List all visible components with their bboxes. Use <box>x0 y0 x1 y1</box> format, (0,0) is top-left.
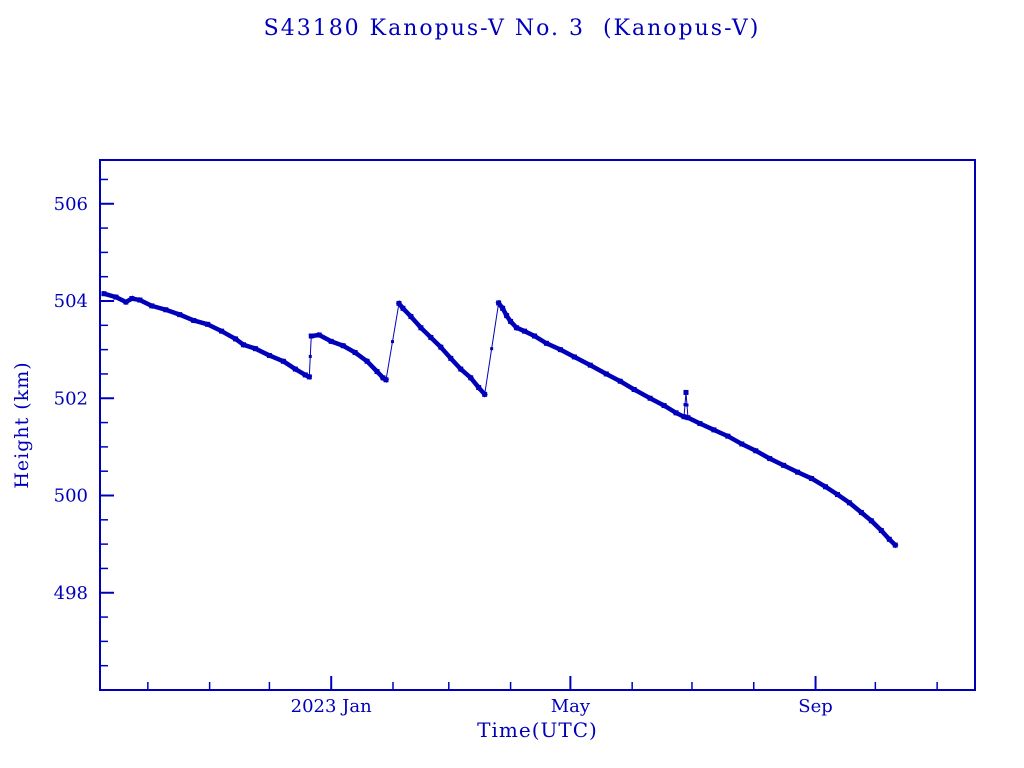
data-segment <box>587 362 610 377</box>
data-point-marker <box>725 433 731 439</box>
data-point-marker <box>408 314 414 320</box>
data-point-marker <box>458 366 464 372</box>
data-point-marker <box>123 299 129 305</box>
data-point-marker <box>241 342 247 348</box>
data-point-marker <box>302 372 308 378</box>
data-point-marker <box>697 421 703 427</box>
data-point-marker <box>753 448 759 454</box>
data-point-marker <box>490 347 494 351</box>
y-tick-label: 504 <box>54 291 88 312</box>
data-point-marker <box>448 355 454 361</box>
data-point-marker <box>587 362 593 368</box>
data-point-marker <box>316 332 322 338</box>
data-point-marker <box>504 313 510 319</box>
data-point-marker <box>476 385 482 391</box>
data-point-marker <box>514 325 520 331</box>
x-tick-label: 2023 Jan <box>291 696 372 717</box>
data-point-marker <box>364 358 370 364</box>
data-point-marker <box>508 318 514 324</box>
data-point-marker <box>219 328 225 334</box>
data-point-marker <box>137 297 143 303</box>
data-point-marker <box>571 354 577 360</box>
data-point-marker <box>809 475 815 481</box>
chart-title: S43180 Kanopus-V No. 3 (Kanopus-V) <box>263 16 761 41</box>
y-tick-label: 502 <box>54 388 88 409</box>
data-point-marker <box>328 338 334 344</box>
data-point-marker <box>834 492 840 498</box>
data-point-marker <box>438 344 444 350</box>
data-point-marker <box>532 333 538 339</box>
data-segment <box>631 386 654 402</box>
data-point-marker <box>711 427 717 433</box>
data-point-marker <box>892 542 898 548</box>
data-point-marker <box>683 403 687 407</box>
data-point-marker <box>603 371 609 377</box>
data-point-marker <box>631 387 637 393</box>
data-point-marker <box>266 352 272 358</box>
data-point-marker <box>308 333 314 339</box>
x-axis-label: Time(UTC) <box>477 718 598 742</box>
data-point-marker <box>683 389 689 395</box>
data-point-marker <box>340 343 346 349</box>
data-point-marker <box>858 510 864 516</box>
data-point-marker <box>418 325 424 331</box>
data-point-marker <box>482 391 488 397</box>
plot-frame <box>99 159 976 691</box>
data-point-marker <box>767 456 773 462</box>
data-point-marker <box>681 414 687 420</box>
data-point-marker <box>129 296 135 302</box>
data-point-marker <box>781 462 787 468</box>
data-point-marker <box>383 377 389 383</box>
data-point-marker <box>252 346 258 352</box>
data-point-marker <box>685 415 691 421</box>
data-point-marker <box>292 366 298 372</box>
x-tick-label: Sep <box>798 696 833 717</box>
data-point-marker <box>233 336 239 342</box>
data-point-marker <box>617 378 623 384</box>
data-point-marker <box>557 347 563 353</box>
data-point-marker <box>280 358 286 364</box>
data-point-marker <box>390 340 394 344</box>
data-point-marker <box>846 500 852 506</box>
data-point-marker <box>396 300 402 306</box>
y-tick-label: 500 <box>54 486 88 507</box>
data-point-marker <box>374 369 380 375</box>
data-point-marker <box>308 354 312 358</box>
data-point-marker <box>868 518 874 524</box>
data-point-marker <box>673 410 679 416</box>
data-point-marker <box>205 321 211 327</box>
data-point-marker <box>685 403 689 407</box>
data-point-marker <box>306 374 312 380</box>
x-tick-label: May <box>551 696 591 717</box>
data-point-marker <box>661 403 667 409</box>
data-point-marker <box>113 294 119 300</box>
data-point-marker <box>191 317 197 323</box>
data-point-marker <box>177 312 183 318</box>
data-point-marker <box>739 441 745 447</box>
data-point-marker <box>647 395 653 401</box>
y-tick-label: 506 <box>54 194 88 215</box>
data-point-marker <box>823 484 829 490</box>
data-point-marker <box>101 291 107 297</box>
y-tick-label: 498 <box>54 583 88 604</box>
data-point-marker <box>352 350 358 356</box>
data-point-marker <box>428 334 434 340</box>
data-point-marker <box>468 375 474 381</box>
data-point-marker <box>400 305 406 311</box>
data-point-marker <box>795 469 801 475</box>
data-segment <box>571 353 594 369</box>
data-point-marker <box>496 300 502 306</box>
data-point-marker <box>500 305 506 311</box>
data-point-marker <box>380 375 386 381</box>
data-point-marker <box>149 303 155 309</box>
data-point-marker <box>886 536 892 542</box>
data-point-marker <box>878 528 884 534</box>
data-point-marker <box>543 340 549 346</box>
data-point-marker <box>163 307 169 313</box>
data-point-marker <box>522 328 528 334</box>
